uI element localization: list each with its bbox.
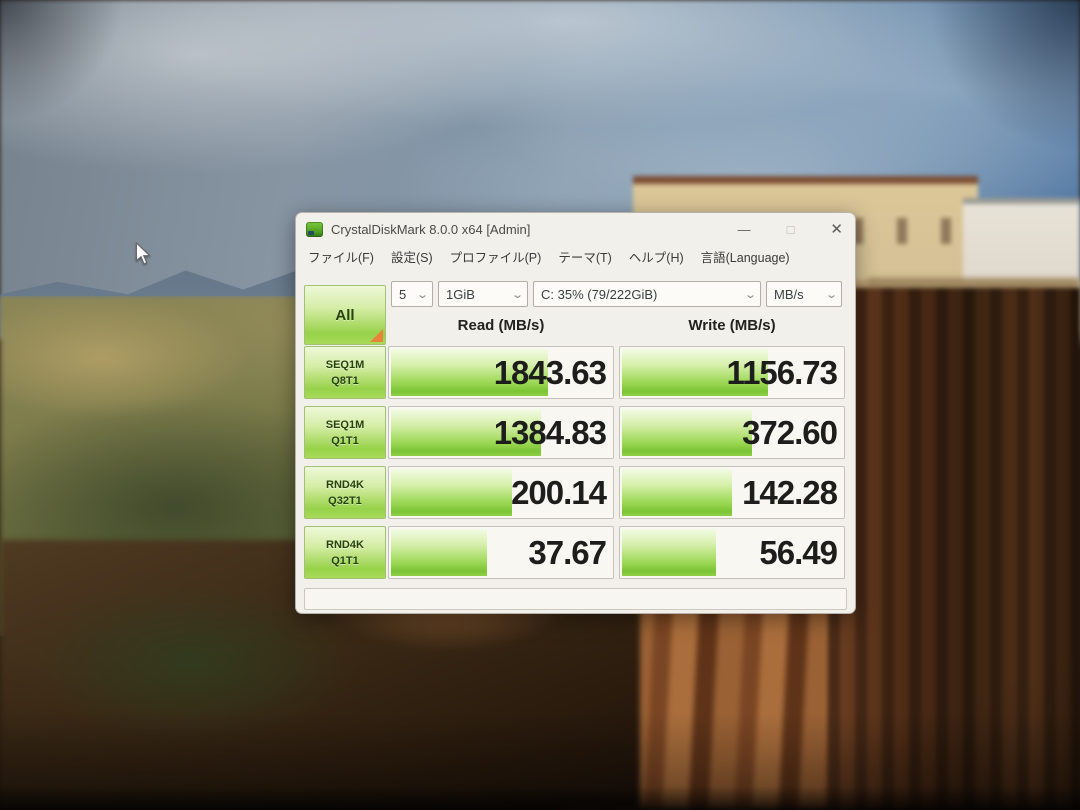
test-size-value: 1GiB bbox=[446, 286, 475, 302]
test-name: RND4K bbox=[326, 538, 364, 551]
chevron-down-icon: ⌄ bbox=[510, 288, 524, 301]
test-button-seq1m-q1t1[interactable]: SEQ1M Q1T1 bbox=[304, 406, 386, 459]
test-queue-thread: Q1T1 bbox=[331, 554, 359, 567]
read-result-cell: 37.67 bbox=[388, 526, 614, 579]
read-value: 1384.83 bbox=[493, 414, 607, 451]
mouse-cursor-icon bbox=[135, 242, 151, 265]
result-row-rnd4k-q32t1: RND4K Q32T1 200.14 142.28 bbox=[296, 466, 855, 519]
test-queue-thread: Q1T1 bbox=[331, 434, 359, 447]
test-name: SEQ1M bbox=[325, 358, 365, 371]
read-value: 1843.63 bbox=[493, 354, 607, 391]
write-value: 56.49 bbox=[759, 534, 838, 571]
write-result-cell: 142.28 bbox=[619, 466, 845, 519]
read-value: 37.67 bbox=[528, 534, 607, 571]
test-button-rnd4k-q1t1[interactable]: RND4K Q1T1 bbox=[304, 526, 386, 579]
menu-profile[interactable]: プロファイル(P) bbox=[449, 251, 542, 265]
write-value: 1156.73 bbox=[726, 354, 838, 391]
menu-help[interactable]: ヘルプ(H) bbox=[628, 251, 684, 265]
read-column-header: Read (MB/s) bbox=[457, 317, 545, 334]
all-menu-corner-icon bbox=[370, 329, 383, 342]
crystaldiskmark-window: CrystalDiskMark 8.0.0 x64 [Admin] — □ ✕ … bbox=[295, 212, 856, 614]
test-count-select[interactable]: 5 ⌄ bbox=[391, 281, 433, 307]
write-result-cell: 372.60 bbox=[619, 406, 845, 459]
read-result-cell: 1384.83 bbox=[388, 406, 614, 459]
menu-language[interactable]: 言語(Language) bbox=[700, 251, 790, 265]
run-all-tests-button[interactable]: All bbox=[304, 285, 386, 345]
read-value: 200.14 bbox=[511, 474, 607, 511]
close-button[interactable]: ✕ bbox=[830, 221, 843, 238]
write-result-cell: 56.49 bbox=[619, 526, 845, 579]
chevron-down-icon: ⌄ bbox=[743, 288, 757, 301]
menubar: ファイル(F) 設定(S) プロファイル(P) テーマ(T) ヘルプ(H) 言語… bbox=[296, 246, 855, 271]
minimize-button[interactable]: — bbox=[737, 222, 751, 237]
window-controls: — □ ✕ bbox=[738, 222, 843, 237]
write-result-cell: 1156.73 bbox=[619, 346, 845, 399]
read-bar-fill bbox=[391, 469, 512, 516]
test-queue-thread: Q32T1 bbox=[328, 494, 362, 507]
menu-file[interactable]: ファイル(F) bbox=[308, 251, 374, 265]
unit-select[interactable]: MB/s ⌄ bbox=[766, 281, 842, 307]
window-title: CrystalDiskMark 8.0.0 x64 [Admin] bbox=[331, 222, 531, 237]
test-count-value: 5 bbox=[399, 286, 407, 302]
chevron-down-icon: ⌄ bbox=[824, 288, 838, 301]
target-drive-value: C: 35% (79/222GiB) bbox=[541, 286, 658, 302]
read-result-cell: 200.14 bbox=[388, 466, 614, 519]
test-button-rnd4k-q32t1[interactable]: RND4K Q32T1 bbox=[304, 466, 386, 519]
maximize-button: □ bbox=[786, 222, 795, 237]
wallpaper-cliff-right bbox=[828, 288, 1080, 810]
write-bar-fill bbox=[622, 529, 717, 576]
read-result-cell: 1843.63 bbox=[388, 346, 614, 399]
test-queue-thread: Q8T1 bbox=[331, 374, 359, 387]
menu-settings[interactable]: 設定(S) bbox=[390, 251, 433, 265]
write-value: 372.60 bbox=[742, 414, 838, 451]
result-row-seq1m-q1t1: SEQ1M Q1T1 1384.83 372.60 bbox=[296, 406, 855, 459]
test-name: SEQ1M bbox=[325, 418, 365, 431]
all-button-label: All bbox=[335, 306, 355, 324]
write-column-header: Write (MB/s) bbox=[688, 317, 776, 334]
result-row-rnd4k-q1t1: RND4K Q1T1 37.67 56.49 bbox=[296, 526, 855, 579]
crystaldiskmark-app-icon bbox=[306, 222, 323, 237]
menu-theme[interactable]: テーマ(T) bbox=[558, 251, 612, 265]
unit-value: MB/s bbox=[774, 286, 804, 302]
titlebar[interactable]: CrystalDiskMark 8.0.0 x64 [Admin] — □ ✕ bbox=[296, 213, 855, 246]
result-row-seq1m-q8t1: SEQ1M Q8T1 1843.63 1156.73 bbox=[296, 346, 855, 399]
write-value: 142.28 bbox=[742, 474, 838, 511]
test-button-seq1m-q8t1[interactable]: SEQ1M Q8T1 bbox=[304, 346, 386, 399]
write-bar-fill bbox=[622, 469, 732, 516]
write-bar-fill bbox=[622, 409, 752, 456]
test-name: RND4K bbox=[326, 478, 364, 491]
test-size-select[interactable]: 1GiB ⌄ bbox=[438, 281, 528, 307]
target-drive-select[interactable]: C: 35% (79/222GiB) ⌄ bbox=[533, 281, 761, 307]
chevron-down-icon: ⌄ bbox=[415, 288, 429, 301]
read-bar-fill bbox=[391, 529, 488, 576]
status-bar bbox=[304, 588, 847, 610]
